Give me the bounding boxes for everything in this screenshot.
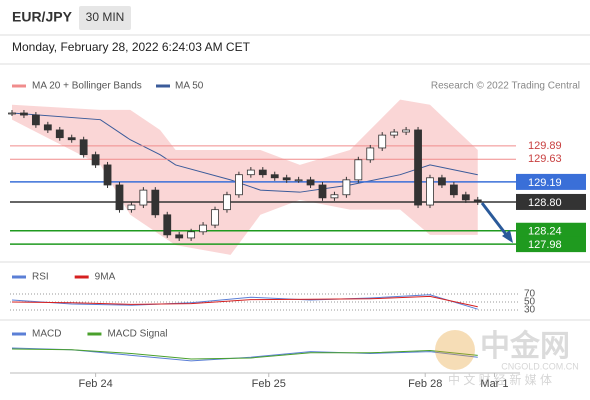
level-label-box <box>516 173 586 190</box>
candle <box>473 199 482 203</box>
candle <box>294 179 303 182</box>
candle <box>366 147 375 161</box>
timeframe-box[interactable] <box>79 6 131 30</box>
candle <box>246 169 255 176</box>
y-tick-label: 70 <box>524 289 536 300</box>
candle <box>79 139 88 156</box>
candle <box>342 179 351 196</box>
candle <box>402 129 411 133</box>
x-tick-label: Feb 28 <box>408 378 442 390</box>
timestamp: Monday, February 28, 2022 6:24:03 AM CET <box>12 40 251 54</box>
candle <box>449 184 458 196</box>
candle <box>163 214 172 236</box>
y-tick-label: 50 <box>524 297 536 308</box>
watermark: 中金网 中 文 财 经 新 媒 体 CNGOLD.COM.CN <box>435 329 579 387</box>
rsi-line <box>11 294 478 310</box>
rsi-line <box>11 295 478 308</box>
ma50-line <box>11 112 478 193</box>
candle <box>235 174 243 196</box>
candle <box>438 177 446 186</box>
x-tick-label: Mar 1 <box>480 378 508 390</box>
level-label-box <box>516 193 586 210</box>
legend-entry: MACD Signal <box>107 329 167 340</box>
level-label: 129.19 <box>528 177 562 189</box>
candle <box>282 177 291 181</box>
candle <box>115 184 124 211</box>
candle <box>354 159 363 181</box>
watermark-icon <box>435 330 475 370</box>
candle <box>151 189 160 216</box>
forecast-arrow <box>480 202 510 238</box>
candle <box>426 177 434 206</box>
candle <box>8 112 16 115</box>
x-tick-label: Feb 24 <box>78 378 112 390</box>
legend-entry: MA 50 <box>175 81 204 92</box>
candle <box>67 137 76 141</box>
legend-entry: RSI <box>32 272 49 283</box>
candle <box>187 231 196 239</box>
candle <box>43 124 52 131</box>
legend-entry: MACD <box>32 329 61 340</box>
level-label-box <box>516 222 586 239</box>
legend-entry: MA 20 + Bollinger Bands <box>32 81 142 92</box>
candle <box>306 179 315 186</box>
candle <box>175 234 184 239</box>
macd-line <box>11 347 478 362</box>
candle <box>20 112 28 116</box>
candle <box>103 164 112 186</box>
watermark-tagline: 中 文 财 经 新 媒 体 <box>448 372 552 387</box>
candle <box>199 224 207 233</box>
level-label: 128.24 <box>528 226 562 238</box>
candle <box>414 129 422 206</box>
timeframe[interactable]: 30 MIN <box>86 10 125 24</box>
candle <box>378 134 387 149</box>
watermark-site: CNGOLD.COM.CN <box>501 361 579 371</box>
candle <box>258 169 267 176</box>
macd-line <box>11 348 478 360</box>
y-tick-label: 30 <box>524 305 536 316</box>
candle <box>223 194 231 211</box>
candle <box>31 114 40 126</box>
candle <box>318 184 327 199</box>
candle <box>127 204 136 211</box>
level-label: 129.63 <box>528 153 562 165</box>
candle <box>139 189 148 206</box>
forecast-arrowhead <box>502 230 513 243</box>
candle <box>390 131 399 136</box>
candle <box>91 154 100 166</box>
candle <box>211 209 219 226</box>
level-label: 127.98 <box>528 239 562 251</box>
candle <box>55 129 64 139</box>
candle <box>461 194 470 201</box>
level-label-box <box>516 236 586 253</box>
symbol: EUR/JPY <box>12 9 73 25</box>
x-tick-label: Feb 25 <box>252 378 286 390</box>
level-label: 129.89 <box>528 140 562 152</box>
level-label: 128.80 <box>528 197 562 209</box>
candle <box>330 194 339 199</box>
watermark-logo: 中金网 <box>480 329 570 363</box>
legend-entry: 9MA <box>95 272 116 283</box>
candle <box>270 174 279 179</box>
credit: Research © 2022 Trading Central <box>431 81 580 92</box>
